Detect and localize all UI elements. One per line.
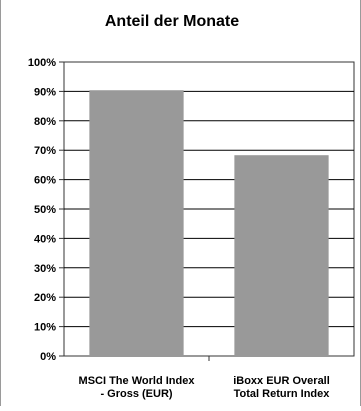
y-tick-label: 40% [34, 233, 56, 245]
x-axis-labels: MSCI The World Index - Gross (EUR) iBoxx E… [79, 375, 331, 400]
y-tick-label: 90% [34, 86, 56, 98]
y-axis: 0% 10% 20% 30% 40% 50% 60% 70% 80% 90% 100% [28, 57, 210, 363]
chart-title: Anteil der Monate [105, 13, 239, 30]
bars [89, 90, 329, 356]
x-tick-label: iBoxx EUR Overall Total Return Index [233, 375, 330, 400]
y-tick-label: 0% [40, 351, 56, 363]
bar [89, 90, 184, 356]
x-tick-label: MSCI The World Index - Gross (EUR) [79, 375, 196, 400]
y-tick-label: 70% [34, 145, 56, 157]
bar [234, 155, 329, 356]
y-tick-label: 50% [34, 204, 56, 216]
y-tick-label: 100% [28, 57, 56, 69]
y-tick-label: 80% [34, 116, 56, 128]
y-tick-label: 30% [34, 263, 56, 275]
y-tick-label: 60% [34, 175, 56, 187]
y-tick-label: 20% [34, 292, 56, 304]
y-tick-label: 10% [34, 322, 56, 334]
